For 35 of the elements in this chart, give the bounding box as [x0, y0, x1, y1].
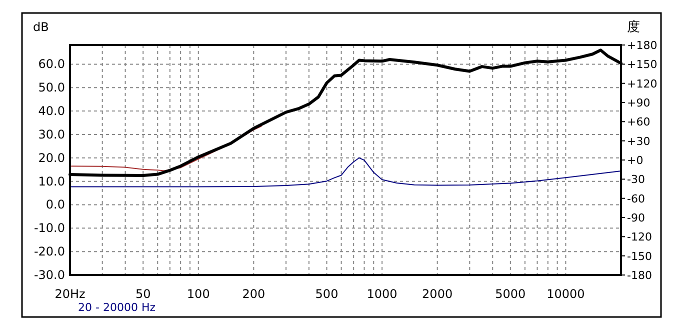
y2-tick-label: -60 [627, 192, 645, 206]
y2-tick-label: +150 [627, 58, 658, 72]
y2-tick-label: -120 [627, 230, 652, 244]
y-tick-label: -20.0 [34, 244, 65, 259]
y2-tick-label: -30 [627, 173, 645, 186]
x-tick-label: 100 [186, 287, 210, 301]
x-tick-label: 20Hz [54, 287, 86, 301]
y2-tick-label: +0 [627, 154, 644, 167]
y2-tick-label: -180 [627, 269, 652, 282]
y2-tick-label: -150 [627, 250, 652, 263]
y-tick-label: 20.0 [38, 150, 65, 165]
y-tick-label: 30.0 [38, 127, 65, 142]
y2-tick-label: -90 [627, 212, 645, 224]
x-tick-label: 50 [135, 287, 151, 301]
y-tick-label: 0.0 [46, 198, 65, 212]
x-tick-label: 1000 [366, 287, 398, 301]
text: 20 - 20000 Hz [78, 301, 156, 314]
y-tick-label: 60.0 [38, 57, 65, 72]
y2-tick-label: +90 [627, 96, 650, 110]
y2-tick-label: +180 [627, 39, 658, 52]
x-tick-label: 500 [315, 287, 338, 301]
x-tick-label: 5000 [495, 287, 526, 301]
x-tick-label: 10000 [546, 287, 585, 301]
x-tick-label: 2000 [422, 287, 453, 301]
y-tick-label: 50.0 [38, 80, 65, 95]
y2-tick-label: +60 [627, 116, 650, 129]
y-axis-title: dB [33, 20, 49, 34]
y-tick-label: 10.0 [38, 174, 65, 188]
y2-tick-label: +120 [627, 77, 658, 90]
y2-tick-label: +30 [627, 134, 650, 148]
y-tick-label: -10.0 [34, 221, 65, 236]
y-tick-label: 40.0 [38, 104, 65, 118]
y2-axis-title: 度 [627, 19, 640, 35]
y-tick-label: -30.0 [34, 268, 65, 282]
x-tick-label: 200 [242, 287, 266, 301]
